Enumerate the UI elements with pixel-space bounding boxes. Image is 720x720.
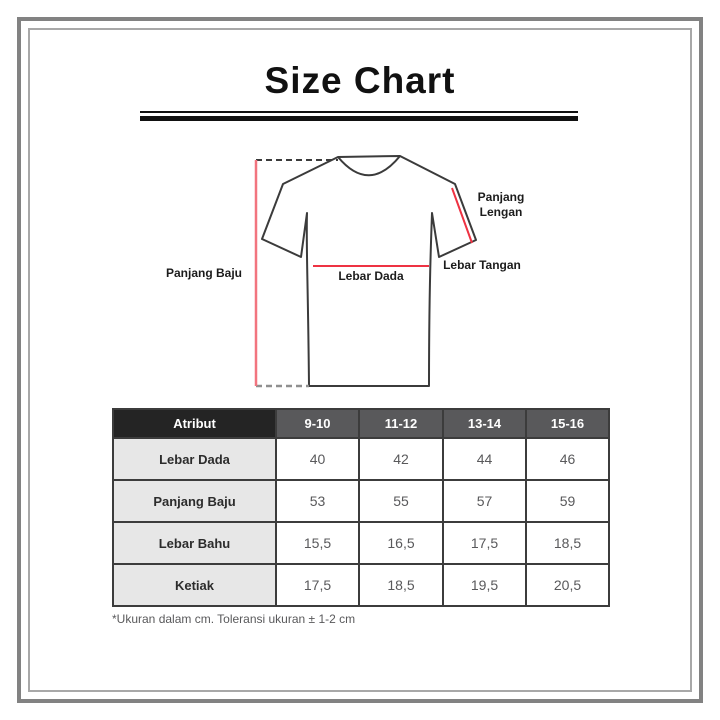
label-lebar-dada: Lebar Dada bbox=[338, 269, 404, 283]
inner-frame-border bbox=[28, 28, 692, 692]
row-label-cell: Lebar Dada bbox=[112, 437, 277, 481]
value-cell: 15,5 bbox=[275, 521, 360, 565]
value-cell: 19,5 bbox=[442, 563, 527, 607]
title-divider-thick bbox=[140, 116, 578, 121]
header-cell-size-15-16: 15-16 bbox=[525, 408, 610, 439]
table-row: Panjang Baju 53 55 57 59 bbox=[112, 479, 610, 523]
row-label-cell: Ketiak bbox=[112, 563, 277, 607]
value-cell: 55 bbox=[358, 479, 444, 523]
table-row: Lebar Dada 40 42 44 46 bbox=[112, 437, 610, 481]
header-cell-size-13-14: 13-14 bbox=[442, 408, 527, 439]
page-title: Size Chart bbox=[264, 60, 456, 101]
label-panjang-baju: Panjang Baju bbox=[165, 266, 242, 280]
label-panjang-lengan: Panjang Lengan bbox=[477, 190, 525, 219]
value-cell: 44 bbox=[442, 437, 527, 481]
header-cell-atribut: Atribut bbox=[112, 408, 277, 439]
value-cell: 17,5 bbox=[275, 563, 360, 607]
value-cell: 20,5 bbox=[525, 563, 610, 607]
title-divider-thin bbox=[140, 111, 578, 113]
outer-frame-border bbox=[17, 17, 703, 703]
row-label-cell: Panjang Baju bbox=[112, 479, 277, 523]
header-cell-size-9-10: 9-10 bbox=[275, 408, 360, 439]
row-label-cell: Lebar Bahu bbox=[112, 521, 277, 565]
value-cell: 42 bbox=[358, 437, 444, 481]
value-cell: 53 bbox=[275, 479, 360, 523]
value-cell: 18,5 bbox=[358, 563, 444, 607]
size-chart-table: Atribut 9-10 11-12 13-14 15-16 Lebar Dad… bbox=[112, 408, 610, 607]
value-cell: 57 bbox=[442, 479, 527, 523]
value-cell: 16,5 bbox=[358, 521, 444, 565]
table-row: Lebar Bahu 15,5 16,5 17,5 18,5 bbox=[112, 521, 610, 565]
value-cell: 18,5 bbox=[525, 521, 610, 565]
tshirt-neckline bbox=[337, 155, 401, 177]
tshirt-outline bbox=[261, 155, 477, 387]
measure-line-panjang-lengan bbox=[451, 187, 473, 244]
header-cell-size-11-12: 11-12 bbox=[358, 408, 444, 439]
label-lebar-tangan: Lebar Tangan bbox=[443, 258, 521, 272]
value-cell: 17,5 bbox=[442, 521, 527, 565]
table-row: Ketiak 17,5 18,5 19,5 20,5 bbox=[112, 563, 610, 607]
size-tolerance-footnote: *Ukuran dalam cm. Toleransi ukuran ± 1-2… bbox=[112, 612, 356, 626]
value-cell: 40 bbox=[275, 437, 360, 481]
value-cell: 59 bbox=[525, 479, 610, 523]
value-cell: 46 bbox=[525, 437, 610, 481]
table-header-row: Atribut 9-10 11-12 13-14 15-16 bbox=[112, 408, 610, 439]
